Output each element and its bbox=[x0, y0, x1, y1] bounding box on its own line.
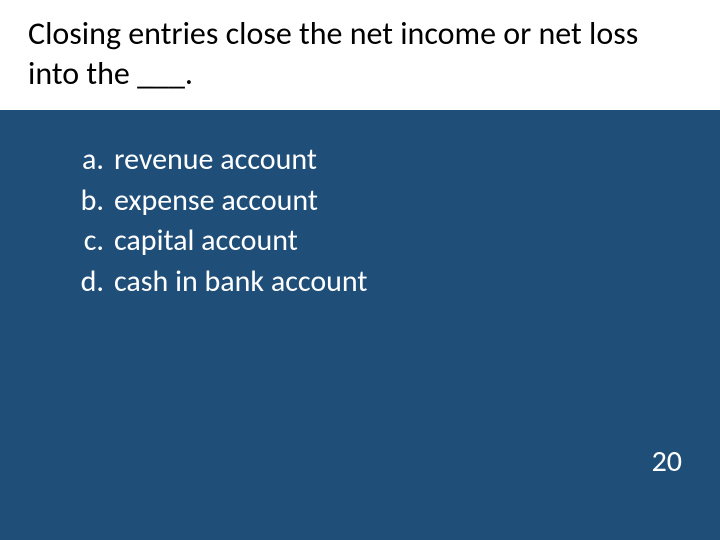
options-list: a. revenue account b. expense account c.… bbox=[0, 110, 720, 302]
option-b: b. expense account bbox=[70, 181, 720, 222]
option-text: expense account bbox=[114, 181, 318, 222]
question-title: Closing entries close the net income or … bbox=[0, 0, 720, 110]
option-label: b. bbox=[70, 181, 114, 222]
option-label: a. bbox=[70, 140, 114, 181]
option-c: c. capital account bbox=[70, 221, 720, 262]
option-label: d. bbox=[70, 262, 114, 303]
option-text: revenue account bbox=[114, 140, 317, 181]
option-text: capital account bbox=[114, 221, 298, 262]
option-d: d. cash in bank account bbox=[70, 262, 720, 303]
option-text: cash in bank account bbox=[114, 262, 367, 303]
option-a: a. revenue account bbox=[70, 140, 720, 181]
page-number: 20 bbox=[652, 443, 682, 480]
option-label: c. bbox=[70, 221, 114, 262]
